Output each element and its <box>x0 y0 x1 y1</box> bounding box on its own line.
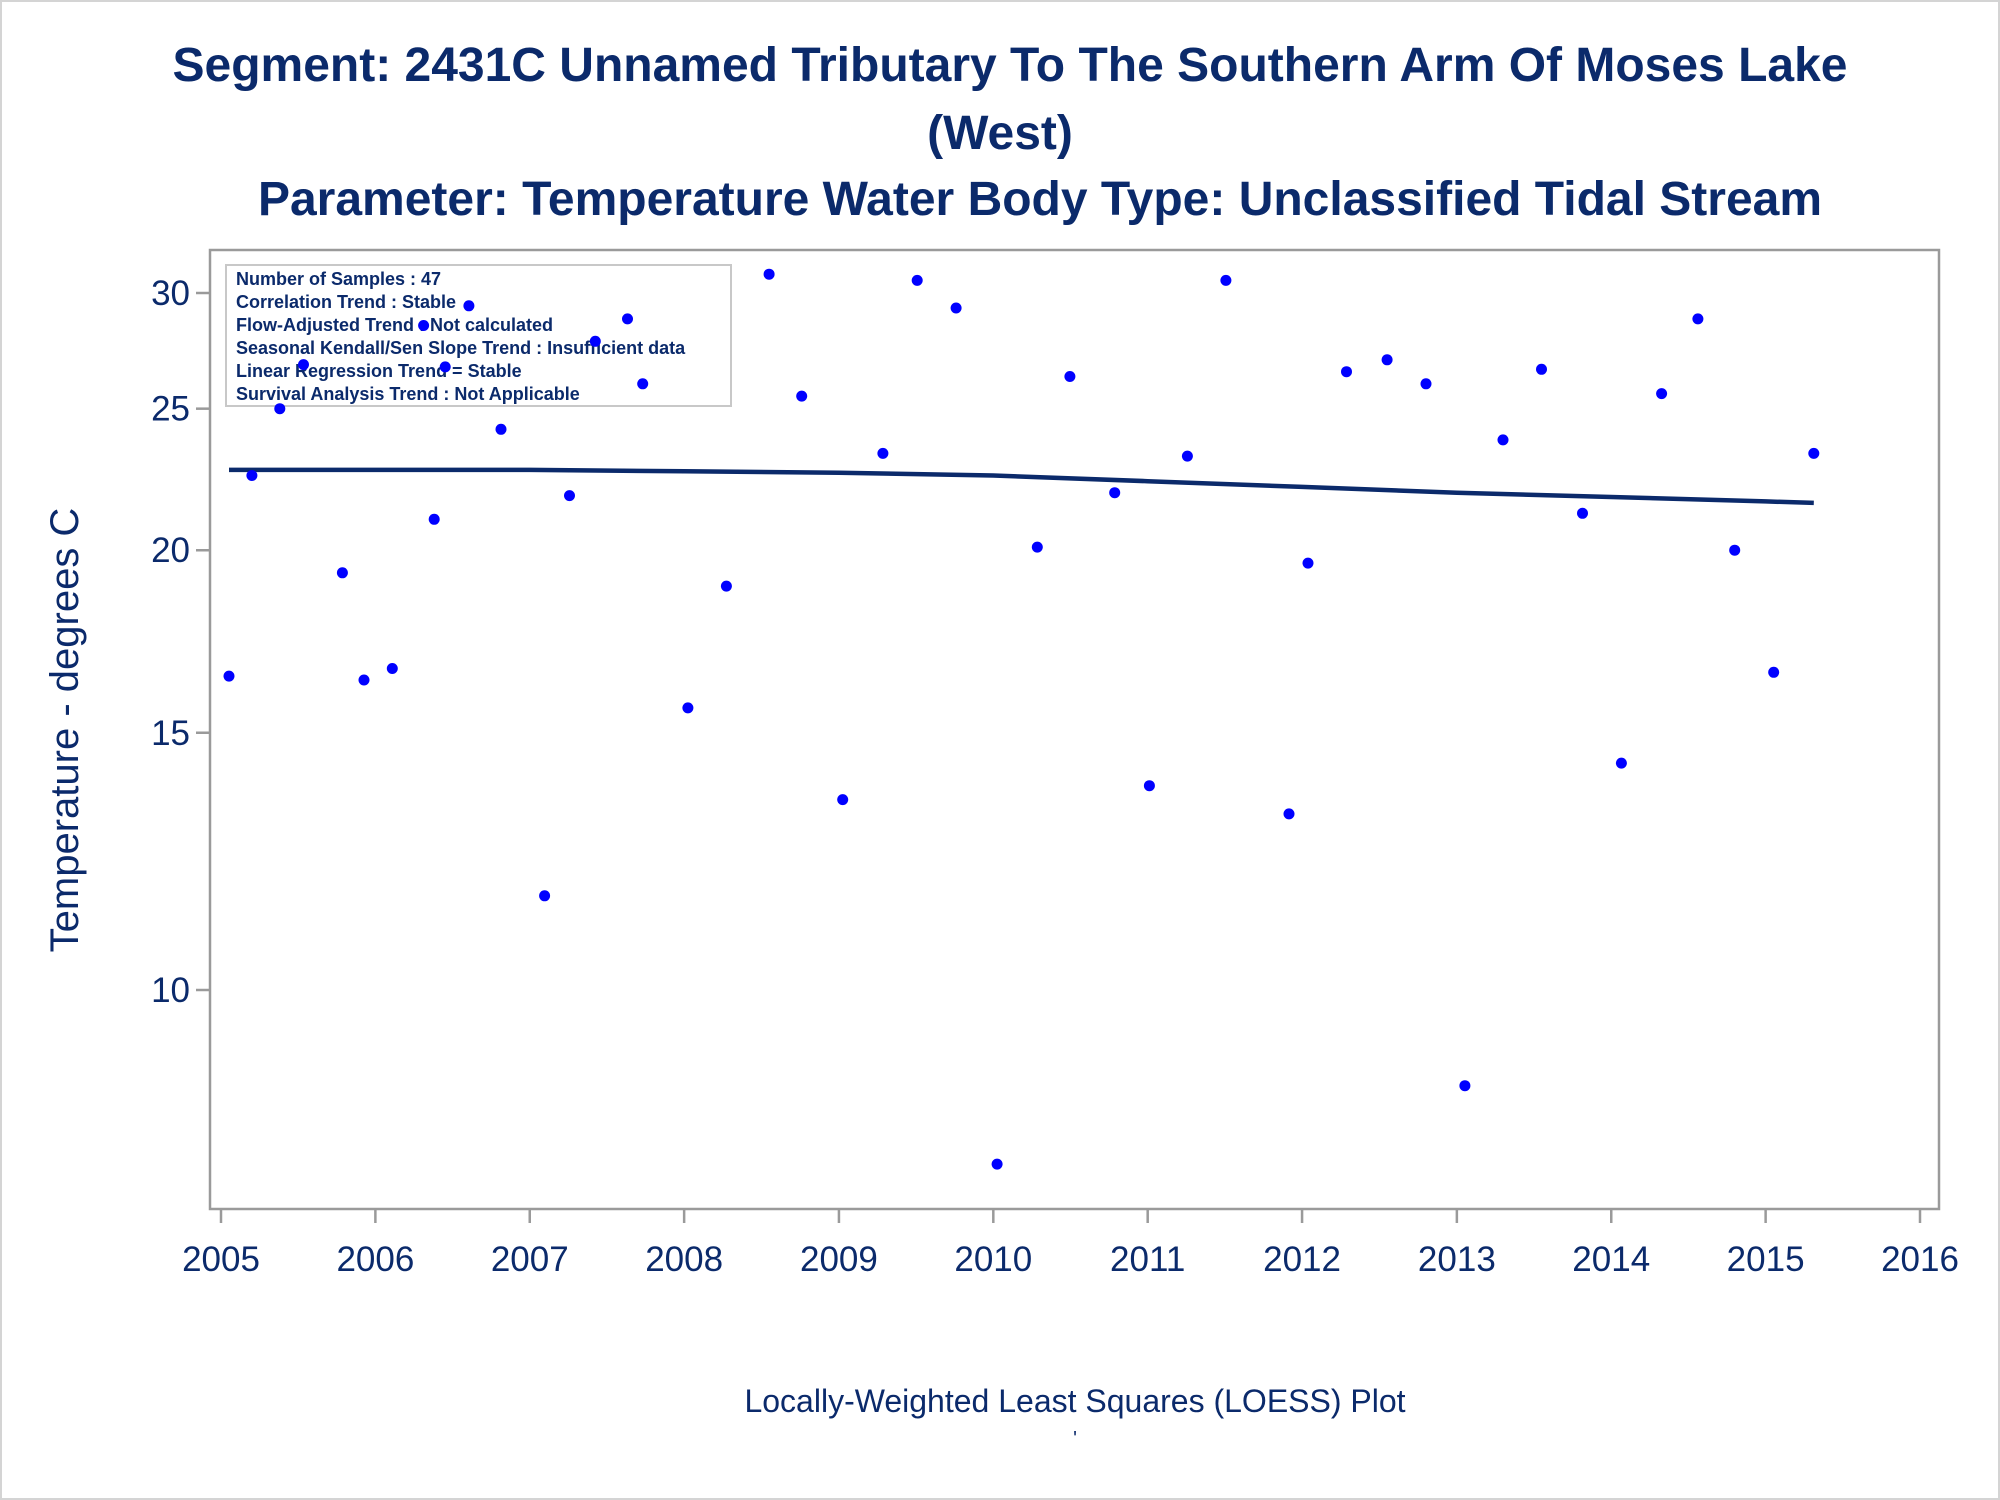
chart-title-line-1: Segment: 2431C Unnamed Tributary To The … <box>172 39 1848 92</box>
data-point <box>386 663 398 674</box>
x-axis: 2005 2006 2007 2008 2009 2010 2011 2012 2013 2014… <box>182 1209 1959 1279</box>
data-point <box>336 567 348 579</box>
data-point <box>837 794 849 806</box>
data-point <box>246 470 258 481</box>
data-point <box>637 378 649 390</box>
data-point <box>428 513 440 525</box>
x-tick-label: 2010 <box>954 1240 1032 1279</box>
data-point <box>682 702 694 714</box>
info-line-samples: Number of Samples : 47 <box>236 269 441 289</box>
info-line-seasonal-kendall: Seasonal Kendall/Sen Slope Trend : Insuf… <box>236 338 686 358</box>
x-tick-label: 2011 <box>1110 1240 1185 1279</box>
footnote-mark: ' <box>1073 1428 1077 1450</box>
data-point <box>1459 1080 1471 1092</box>
loess-trend-line <box>229 467 1814 506</box>
chart-title-line-2: (West) <box>927 107 1073 160</box>
data-point <box>1729 544 1741 556</box>
x-tick-label: 2007 <box>491 1240 569 1279</box>
info-line-correlation: Correlation Trend : Stable <box>236 292 456 312</box>
y-tick-label: 15 <box>151 714 190 753</box>
x-tick-label: 2013 <box>1418 1240 1496 1279</box>
data-point <box>1808 447 1820 459</box>
data-point <box>298 359 309 371</box>
data-point <box>877 447 889 459</box>
data-point <box>950 302 962 314</box>
x-tick-label: 2005 <box>182 1240 260 1279</box>
data-point <box>1497 434 1509 446</box>
data-point <box>495 423 507 435</box>
data-point <box>223 670 235 682</box>
data-point <box>1064 371 1076 382</box>
data-point <box>418 320 430 331</box>
chart-subtitle: Parameter: Temperature Water Body Type: … <box>257 173 1823 226</box>
y-tick-label: 30 <box>151 274 190 313</box>
data-point <box>439 361 451 373</box>
data-point <box>1656 388 1668 400</box>
data-point <box>1302 557 1314 569</box>
data-point <box>720 580 732 592</box>
data-point <box>1381 354 1393 366</box>
info-line-flow-adjusted: Flow-Adjusted Trend : Not calculated <box>236 315 553 335</box>
data-point <box>622 313 633 325</box>
data-point <box>463 300 475 312</box>
data-point <box>1220 274 1232 286</box>
data-point <box>1143 780 1155 792</box>
x-tick-label: 2014 <box>1572 1240 1650 1279</box>
data-point <box>1536 363 1547 375</box>
data-point <box>1031 541 1043 553</box>
y-tick-label: 25 <box>151 390 190 429</box>
y-axis-label: Temperature - degrees C <box>43 508 87 953</box>
data-point <box>1109 487 1121 499</box>
data-point <box>1341 366 1352 378</box>
chart-footnote: Locally-Weighted Least Squares (LOESS) P… <box>744 1383 1405 1419</box>
info-line-survival: Survival Analysis Trend : Not Applicable <box>236 384 580 404</box>
data-point <box>796 390 808 402</box>
info-box: Number of Samples : 47 Correlation Trend… <box>225 264 732 407</box>
data-point <box>763 268 775 280</box>
data-point <box>274 403 286 415</box>
y-tick-label: 20 <box>151 531 190 570</box>
data-point <box>1577 507 1588 519</box>
data-point <box>991 1158 1003 1170</box>
x-tick-label: 2012 <box>1263 1240 1341 1279</box>
data-point <box>1181 450 1193 462</box>
x-tick-label: 2016 <box>1881 1240 1959 1279</box>
info-line-linear-regression: Linear Regression Trend = Stable <box>236 361 522 381</box>
x-tick-label: 2009 <box>800 1240 878 1279</box>
data-point <box>564 490 575 502</box>
data-point <box>911 274 923 286</box>
data-point <box>1420 378 1432 390</box>
chart-marks <box>223 268 1820 1170</box>
x-tick-label: 2006 <box>336 1240 414 1279</box>
data-point <box>589 335 601 347</box>
data-point <box>1692 313 1704 325</box>
y-axis: 10 15 20 25 30 <box>151 274 210 1010</box>
y-tick-label: 10 <box>151 971 190 1010</box>
x-tick-label: 2008 <box>645 1240 723 1279</box>
data-point <box>1615 757 1627 769</box>
data-point <box>1768 666 1780 678</box>
data-point <box>358 674 370 686</box>
plot-area-frame <box>208 248 1941 1211</box>
data-point <box>1283 808 1295 820</box>
data-point <box>539 890 551 902</box>
x-tick-label: 2015 <box>1727 1240 1805 1279</box>
